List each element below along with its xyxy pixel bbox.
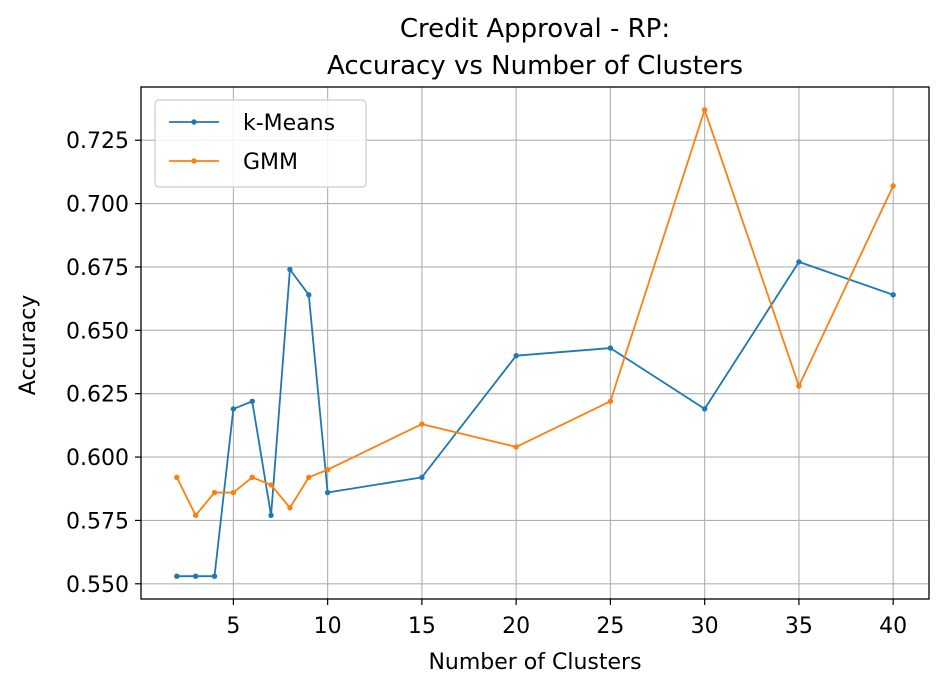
grid-lines xyxy=(141,87,929,599)
x-tick-label: 25 xyxy=(596,614,624,639)
data-point-k-means xyxy=(513,352,519,359)
y-tick-label: 0.675 xyxy=(66,256,129,281)
data-point-gmm xyxy=(796,383,802,389)
x-tick-label: 40 xyxy=(879,614,907,639)
legend-label-gmm: GMM xyxy=(243,150,298,175)
y-tick-label: 0.725 xyxy=(66,129,129,154)
legend-label-kmeans: k-Means xyxy=(243,111,335,136)
x-tick-label: 5 xyxy=(226,614,240,639)
data-point-k-means xyxy=(306,292,312,298)
data-point-gmm xyxy=(249,474,255,481)
data-point-gmm xyxy=(192,512,199,519)
data-point-k-means xyxy=(211,573,218,579)
series-layer xyxy=(174,107,896,579)
x-tick-label: 30 xyxy=(691,614,719,639)
data-point-k-means xyxy=(701,406,708,412)
data-point-gmm xyxy=(211,489,218,496)
data-point-gmm xyxy=(268,482,274,488)
y-tick-label: 0.600 xyxy=(66,446,129,471)
x-axis-label: Number of Clusters xyxy=(428,650,641,675)
data-point-k-means xyxy=(230,406,237,412)
data-point-k-means xyxy=(268,512,274,519)
x-tick-label: 15 xyxy=(408,614,436,639)
legend-marker-gmm xyxy=(191,158,197,164)
y-tick-label: 0.650 xyxy=(66,319,129,344)
x-tick-label: 20 xyxy=(502,614,530,639)
x-tick-label: 35 xyxy=(785,614,813,639)
data-point-k-means xyxy=(192,573,199,579)
y-tick-label: 0.575 xyxy=(66,509,129,534)
data-point-k-means xyxy=(890,292,896,298)
data-point-k-means xyxy=(607,345,614,351)
x-tick-label: 10 xyxy=(314,614,342,639)
chart-title-line1: Credit Approval - RP: xyxy=(400,14,670,44)
legend-marker-kmeans xyxy=(191,119,197,125)
data-point-k-means xyxy=(287,266,293,273)
y-tick-label: 0.700 xyxy=(66,193,129,218)
chart-title-line2: Accuracy vs Number of Clusters xyxy=(327,51,743,81)
data-point-gmm xyxy=(890,183,896,189)
data-point-k-means xyxy=(174,573,180,579)
y-tick-label: 0.550 xyxy=(66,573,129,598)
data-point-k-means xyxy=(796,259,802,265)
data-point-gmm xyxy=(324,467,331,473)
data-point-k-means xyxy=(249,398,255,404)
data-point-gmm xyxy=(306,474,312,481)
data-point-gmm xyxy=(513,444,519,450)
data-point-gmm xyxy=(174,474,180,481)
y-axis-label: Accuracy xyxy=(16,295,41,395)
data-point-gmm xyxy=(287,505,293,511)
data-point-k-means xyxy=(419,474,425,481)
x-axis-ticks: 5 10 15 20 25 30 35 40 xyxy=(226,599,907,639)
plot-frame xyxy=(140,86,930,600)
data-point-gmm xyxy=(701,107,708,113)
y-tick-label: 0.625 xyxy=(66,383,129,408)
data-point-gmm xyxy=(230,489,237,496)
data-point-k-means xyxy=(324,489,331,496)
legend: k-Means GMM xyxy=(154,99,367,188)
data-point-gmm xyxy=(419,421,425,427)
y-axis-ticks: 0.550 0.575 0.600 0.625 0.650 0.675 0.700 0.725 xyxy=(66,129,141,598)
data-point-gmm xyxy=(607,398,614,404)
